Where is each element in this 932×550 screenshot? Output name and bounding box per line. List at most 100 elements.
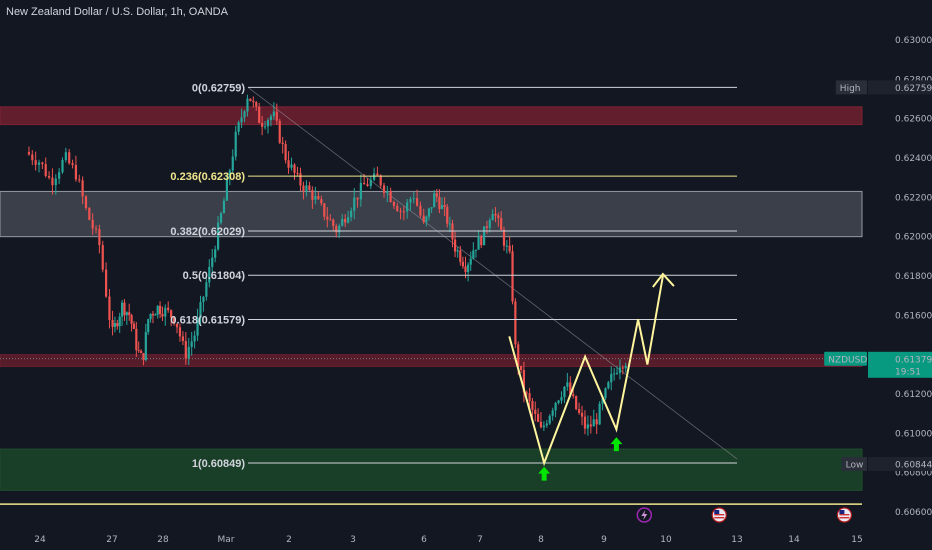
candle-body: [448, 223, 451, 225]
candle-body: [104, 269, 108, 297]
candle-body: [477, 236, 480, 250]
candle-body: [164, 307, 167, 317]
candle-body: [101, 245, 104, 270]
candle-body: [453, 239, 457, 252]
candle-body: [613, 373, 616, 375]
candle-body: [451, 223, 454, 240]
candle-body: [263, 126, 267, 128]
candle-body: [234, 131, 237, 157]
candle-body: [296, 172, 299, 174]
y-axis-tick-label: 0.61000: [895, 429, 932, 439]
candle-body: [31, 154, 34, 161]
x-axis-tick-label: 3: [350, 535, 356, 545]
candle-body: [293, 164, 296, 173]
candle-body: [534, 409, 537, 415]
green-up-arrow-icon: [610, 437, 623, 452]
candle-body: [356, 197, 359, 200]
candle-body: [118, 316, 121, 327]
candle-body: [589, 424, 592, 427]
candle-body: [88, 207, 91, 220]
candle-body: [108, 296, 111, 321]
candle-body: [27, 152, 31, 155]
candle-body: [560, 397, 563, 401]
price-label-box: [868, 80, 932, 95]
w-pattern-line[interactable]: [508, 275, 664, 467]
candle-body: [326, 216, 329, 220]
zone-support: [0, 354, 863, 367]
candle-body: [128, 312, 131, 316]
candle-body: [272, 111, 275, 117]
candle-body: [430, 207, 433, 209]
candle-body: [158, 305, 162, 314]
candle-body: [219, 213, 223, 223]
trendline[interactable]: [247, 87, 738, 460]
candle-body: [187, 346, 190, 359]
candle-body: [575, 396, 578, 410]
candle-body: [113, 323, 117, 327]
candle-body: [551, 410, 554, 416]
candle-body: [344, 218, 347, 223]
candle-body: [74, 164, 78, 180]
candle-body: [323, 203, 326, 217]
candle-body: [269, 116, 273, 121]
x-axis-tick-label: 2: [286, 535, 292, 545]
y-axis-tick-label: 0.63000: [895, 36, 932, 46]
us-flag-canton: [839, 510, 845, 514]
candle-body: [519, 365, 523, 370]
candle-body: [211, 257, 214, 267]
candle-body: [406, 202, 409, 212]
candle-body: [170, 310, 173, 318]
candle-body: [379, 175, 382, 186]
us-flag-stripe: [714, 517, 725, 519]
candle-body: [604, 388, 607, 399]
price-label-tag: [824, 351, 867, 366]
candle-body: [278, 120, 281, 143]
candle-body: [332, 219, 335, 227]
x-axis-tick-label: Mar: [218, 535, 235, 545]
candle-body: [205, 282, 208, 297]
candle-body: [350, 210, 353, 218]
candle-body: [184, 340, 187, 359]
us-flag-stripe: [714, 514, 725, 516]
candle-body: [137, 350, 140, 352]
candle-body: [252, 100, 255, 103]
candle-body: [78, 179, 81, 181]
price-label-tag-text: High: [840, 84, 861, 94]
candle-body: [415, 198, 419, 206]
candle-body: [446, 206, 449, 224]
candle-body: [464, 266, 467, 273]
candle-body: [427, 208, 431, 217]
fib-level-label: 0.236(0.62308): [170, 171, 245, 183]
x-axis-tick-label: 24: [34, 535, 46, 545]
candle-body: [258, 106, 261, 123]
candle-body: [51, 177, 54, 186]
candle-body: [125, 312, 128, 316]
candle-body: [208, 266, 211, 283]
candle-body: [249, 98, 252, 101]
candle-body: [217, 222, 220, 250]
candle-body: [281, 142, 284, 144]
candle-body: [369, 179, 372, 187]
candle-body: [156, 305, 159, 315]
candle-body: [120, 302, 124, 317]
candle-body: [474, 249, 478, 251]
candle-body: [299, 173, 302, 186]
lightning-icon-glyph: [641, 510, 648, 520]
candle-body: [317, 195, 320, 200]
pattern-arrowhead: [652, 272, 675, 288]
candle-body: [228, 170, 231, 179]
candle-body: [580, 412, 584, 417]
candle-body: [214, 249, 217, 258]
candle-body: [41, 162, 44, 165]
candle-body: [58, 172, 61, 179]
candle-body: [151, 313, 155, 316]
candle-body: [199, 302, 202, 318]
zone-range: [0, 190, 863, 238]
candle-body: [483, 226, 486, 246]
us-flag-stripe: [839, 517, 850, 519]
candle-body: [485, 226, 489, 228]
candle-body: [488, 220, 491, 228]
candle-body: [539, 421, 543, 428]
candle-body: [154, 314, 157, 316]
